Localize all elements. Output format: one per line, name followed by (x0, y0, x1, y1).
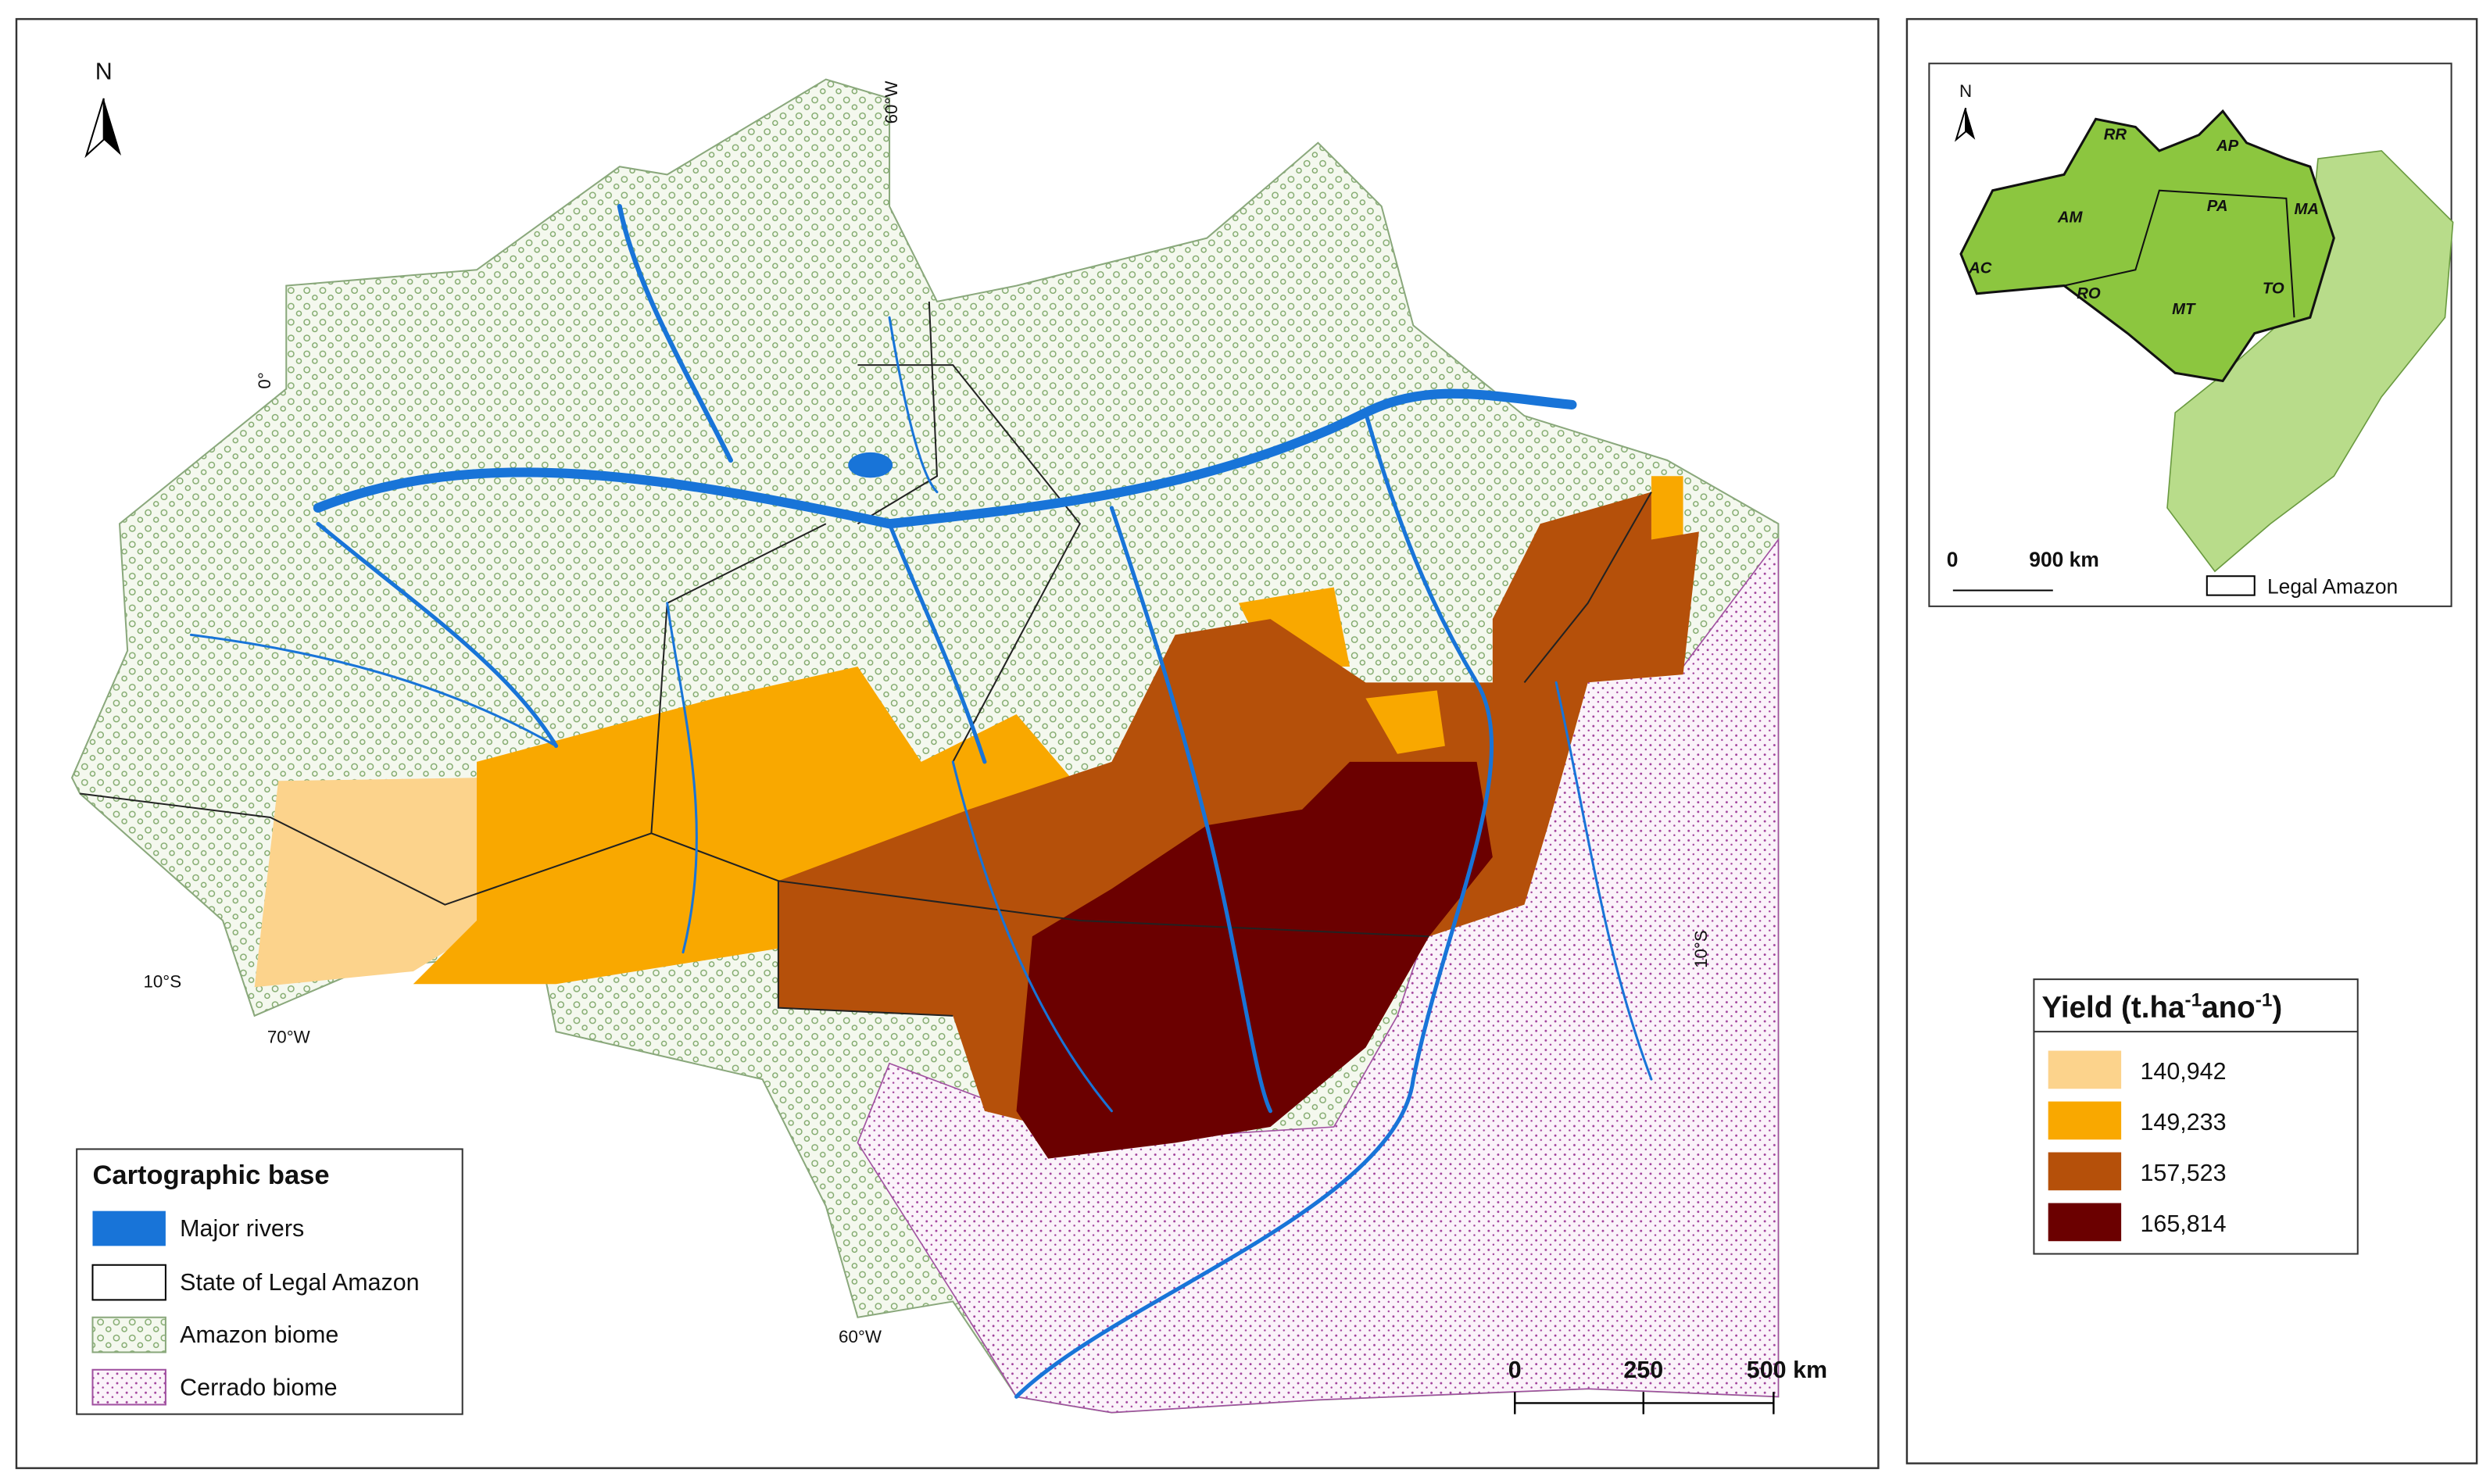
state-label: MA (2295, 201, 2320, 218)
state-label: RR (2104, 127, 2127, 144)
yield-swatch (2048, 1050, 2122, 1089)
legend-title: Cartographic base (92, 1160, 329, 1190)
yield-class-label: 165,814 (2140, 1210, 2226, 1237)
yield-class-label: 157,523 (2140, 1160, 2226, 1186)
yield-legend-title: Yield (t.ha-1ano-1) (2042, 990, 2283, 1024)
scale-label: 500 km (1747, 1357, 1827, 1383)
inset-map (1959, 109, 2454, 573)
scale-bar (1514, 1392, 1775, 1414)
graticule-label: 10°S (1691, 930, 1711, 968)
yield-class-label: 140,942 (2140, 1058, 2226, 1085)
state-label: TO (2263, 281, 2284, 298)
inset-legend-label: Legal Amazon (2267, 575, 2398, 599)
yield-swatch (2048, 1152, 2122, 1191)
inset-north-label: N (1959, 81, 1972, 101)
rivers (189, 203, 1653, 1399)
scale-label: 0 (1508, 1357, 1522, 1383)
graticule-label: 0° (255, 372, 274, 388)
legend-item: Cerrado biome (180, 1374, 337, 1400)
yield-swatch (2048, 1101, 2122, 1140)
yield-zone (1365, 690, 1445, 754)
yield-class-label: 149,233 (2140, 1109, 2226, 1135)
yield-zone (778, 492, 1699, 1143)
yield-zone (1016, 761, 1493, 1159)
inset-scale-label: 0 (1947, 548, 1959, 571)
state-label: MT (2172, 301, 2196, 318)
amazon-biome (70, 78, 1780, 1414)
north-arrow (84, 98, 122, 159)
state-label: AM (2057, 209, 2084, 226)
scale-label: 250 (1623, 1357, 1663, 1383)
graticule-label: 60°W (882, 81, 901, 124)
inset-scale-label: 900 km (2029, 548, 2099, 571)
yield-swatch (2048, 1203, 2122, 1242)
state-label: RO (2077, 285, 2101, 302)
inset-legend-swatch (2206, 575, 2256, 596)
legend-item: Amazon biome (180, 1321, 338, 1348)
yield-classes: 140,942 149,233 157,523 165,814 (2048, 1050, 2227, 1242)
state-label: AC (1968, 259, 1992, 277)
lake (848, 452, 893, 478)
graticule-label: 60°W (839, 1327, 882, 1346)
yield-zone (254, 778, 496, 988)
legend-item: Major rivers (180, 1215, 304, 1242)
cartographic-legend (76, 1148, 463, 1415)
graticule-label: 10°S (143, 971, 181, 991)
north-label: N (95, 59, 113, 85)
legend-item: State of Legal Amazon (180, 1269, 419, 1296)
graticule-label: 70°W (267, 1027, 310, 1046)
state-label: AP (2216, 138, 2239, 155)
state-label: PA (2207, 198, 2228, 215)
